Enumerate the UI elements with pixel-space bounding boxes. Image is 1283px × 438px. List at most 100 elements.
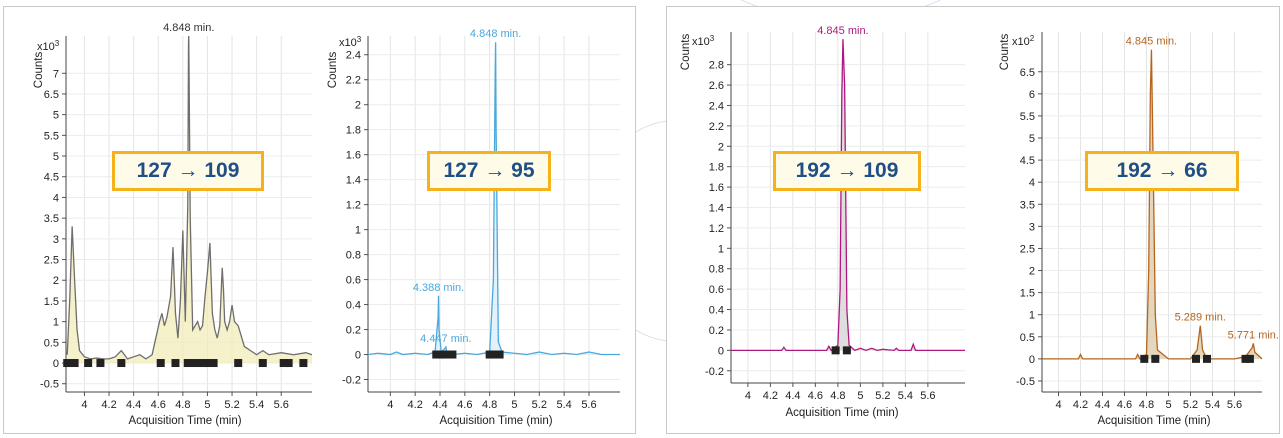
y-tick-label: 6.5 (44, 89, 59, 101)
x-tick-label: 4 (1055, 399, 1061, 411)
y-tick-label: 2 (53, 275, 59, 287)
y-tick-label: 0.8 (346, 250, 361, 262)
y-tick-label: 2.5 (1020, 243, 1035, 255)
plot-area: 4 4.2 4.4 4.6 4.8 5 5.2 5.4 5.6 -0.2 0 0.2 0.4 0.6 0.8… (705, 25, 965, 402)
plot-area: 4 4.2 4.4 4.6 4.8 5 5.2 5.4 5.6 -0.5 0 0.5 1 1.5 2 2.5 3… (1016, 32, 1279, 411)
y-tick-label: 0.4 (709, 305, 724, 317)
x-axis-title: Acquisition Time (min) (1097, 415, 1210, 427)
y-tick-label: 2 (718, 141, 724, 153)
peak-retention-label: 4.848 min. (470, 28, 521, 40)
y-tick-label: 6 (1029, 89, 1035, 101)
plot-area: 4 4.2 4.4 4.6 4.8 5 5.2 5.4 5.6 -0.2 0 0.2 0.4 0.6 0.8… (342, 28, 620, 411)
y-tick-label: 2.2 (709, 121, 724, 133)
y-scale-exponent: 3 (55, 39, 60, 48)
chromatogram-panel-right (666, 6, 1280, 434)
y-tick-label: 5 (53, 151, 59, 163)
y-scale-exponent: 3 (357, 35, 362, 44)
integration-marker (1140, 354, 1149, 363)
y-tick-label: 0 (53, 358, 59, 370)
x-tick-label: 5 (204, 399, 210, 411)
peak-area (731, 39, 965, 351)
chromatogram-127-109: 4 4.2 4.4 4.6 4.8 5 5.2 5.4 5.6 -0.5 0 0.5 1 1.5 2 2.5 3… (33, 22, 313, 427)
chromatogram-trace (66, 35, 313, 360)
y-axis-title: Counts (999, 34, 1011, 71)
y-tick-label: 4 (53, 192, 59, 204)
y-tick-label: 1.6 (709, 182, 724, 194)
peak-area (1042, 49, 1262, 359)
integration-marker (117, 359, 126, 368)
y-tick-label: 1.4 (709, 203, 724, 215)
x-tick-label: 5.6 (581, 399, 596, 411)
y-tick-label: -0.2 (342, 375, 361, 387)
x-tick-label: 5.2 (1183, 399, 1198, 411)
x-axis-title: Acquisition Time (min) (439, 415, 552, 427)
x-tick-label: 5 (1165, 399, 1171, 411)
transition-label: 127 → 95 (427, 151, 551, 191)
x-tick-label: 4.4 (126, 399, 141, 411)
integration-marker (63, 359, 72, 368)
integration-marker (1192, 354, 1200, 363)
chromatogram-trace (731, 39, 965, 352)
integration-marker (258, 359, 267, 368)
x-tick-label: 5.4 (898, 390, 913, 402)
y-tick-label: 0 (355, 350, 361, 362)
chromatogram-127-95: 4 4.2 4.4 4.6 4.8 5 5.2 5.4 5.6 -0.2 0 0.2 0.4 0.6 0.8… (327, 28, 620, 427)
y-tick-label: 5.5 (1020, 111, 1035, 123)
y-tick-label: 0.4 (346, 300, 361, 312)
y-tick-label: 0.8 (709, 264, 724, 276)
y-tick-label: 2 (355, 100, 361, 112)
peak-retention-label: 5.771 min. (1228, 329, 1279, 341)
integration-marker (84, 359, 93, 368)
integration-marker (440, 350, 449, 359)
integration-marker (1241, 354, 1250, 363)
y-tick-label: 2.6 (709, 80, 724, 92)
y-tick-label: 2.4 (346, 50, 361, 62)
integration-marker (197, 359, 206, 368)
y-tick-label: -0.5 (40, 379, 59, 391)
x-tick-label: 5.4 (556, 399, 571, 411)
y-tick-label: 1.6 (346, 150, 361, 162)
y-axis-title: Counts (33, 52, 45, 89)
y-tick-label: 1 (355, 225, 361, 237)
x-tick-label: 4.8 (482, 399, 497, 411)
y-tick-label: 1 (718, 243, 724, 255)
y-axis-title: Counts (680, 34, 692, 71)
integration-marker (489, 350, 498, 359)
x-tick-label: 5.6 (274, 399, 289, 411)
peak-retention-label: 4.845 min. (817, 25, 868, 37)
integration-marker (70, 359, 79, 368)
y-tick-label: 7 (53, 68, 59, 80)
x-tick-label: 4.4 (1095, 399, 1110, 411)
integration-marker (96, 359, 105, 368)
x-tick-label: 5.4 (249, 399, 264, 411)
x-tick-label: 4.6 (1117, 399, 1132, 411)
y-scale-base: x10 (37, 41, 55, 53)
y-tick-label: 1.8 (346, 125, 361, 137)
y-tick-label: 1.4 (346, 175, 361, 187)
x-tick-label: 4.4 (785, 390, 800, 402)
y-tick-label: -0.2 (705, 366, 724, 378)
x-tick-label: 4.6 (808, 390, 823, 402)
integration-marker (156, 359, 165, 368)
y-tick-label: 0.2 (346, 325, 361, 337)
y-tick-label: 5 (53, 110, 59, 122)
x-tick-label: 4.8 (830, 390, 845, 402)
y-tick-label: 5.5 (44, 130, 59, 142)
integration-marker (284, 359, 293, 368)
y-scale-label: x103 (692, 34, 715, 48)
y-scale-base: x10 (692, 36, 710, 48)
integration-marker (209, 359, 218, 368)
x-axis-title: Acquisition Time (min) (128, 415, 241, 427)
integration-marker (171, 359, 180, 368)
peak-retention-label: 4.388 min. (413, 282, 464, 294)
x-tick-label: 5 (857, 390, 863, 402)
y-tick-label: 4 (1029, 177, 1035, 189)
y-tick-label: 1.5 (1020, 288, 1035, 300)
peak-retention-label: 4.848 min. (163, 22, 214, 34)
y-tick-label: 0.6 (709, 284, 724, 296)
x-tick-label: 5.6 (920, 390, 935, 402)
x-tick-label: 4.6 (457, 399, 472, 411)
peak-retention-label: 4.845 min. (1126, 36, 1177, 48)
transition-label: 192 → 66 (1085, 151, 1239, 191)
y-tick-label: 6.5 (1020, 67, 1035, 79)
